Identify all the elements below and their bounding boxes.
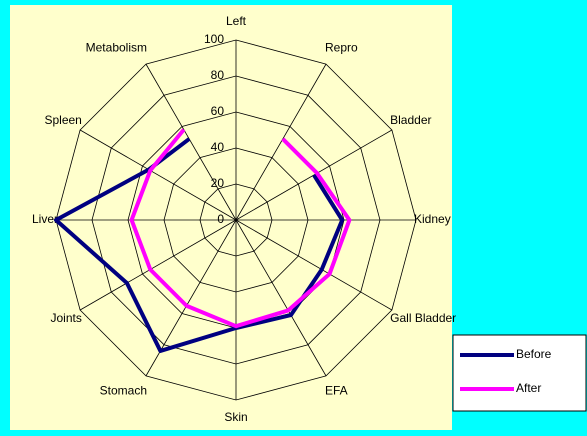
tick-label: 60 xyxy=(211,104,225,118)
category-label: EFA xyxy=(325,384,348,398)
tick-label: 0 xyxy=(217,212,224,226)
category-label: Gall Bladder xyxy=(390,311,456,325)
spoke xyxy=(145,63,237,221)
legend-label: After xyxy=(516,381,541,395)
spoke xyxy=(235,219,393,311)
category-label: Liver xyxy=(32,212,58,226)
category-label: Metabolism xyxy=(86,41,147,55)
category-label: Left xyxy=(226,14,247,28)
category-label: Spleen xyxy=(44,113,81,127)
tick-label: 80 xyxy=(211,68,225,82)
category-label: Bladder xyxy=(390,113,431,127)
tick-label: 40 xyxy=(211,140,225,154)
category-label: Skin xyxy=(224,410,247,424)
series-line xyxy=(54,137,345,353)
tick-label: 100 xyxy=(204,32,224,46)
spoke xyxy=(235,219,327,377)
tick-label: 20 xyxy=(211,176,225,190)
category-label: Stomach xyxy=(100,384,147,398)
spoke xyxy=(235,63,327,221)
category-label: Kidney xyxy=(414,212,451,226)
legend-label: Before xyxy=(516,347,552,361)
category-label: Repro xyxy=(325,41,358,55)
series-line xyxy=(129,128,352,329)
spoke xyxy=(79,129,237,221)
legend-box xyxy=(452,334,587,412)
spoke xyxy=(79,219,237,311)
category-label: Joints xyxy=(50,311,81,325)
